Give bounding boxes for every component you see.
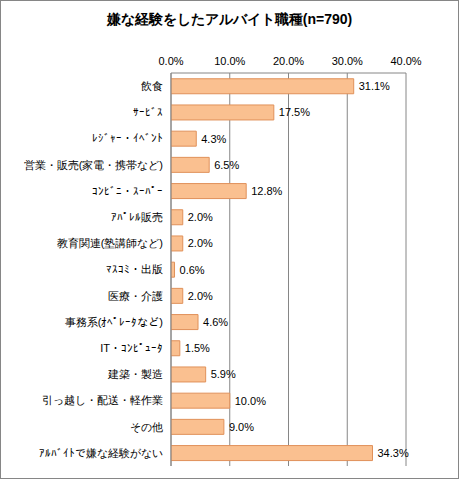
svg-text:ｱﾊﾟﾚﾙ販売: ｱﾊﾟﾚﾙ販売 xyxy=(111,211,163,223)
svg-text:その他: その他 xyxy=(130,421,163,433)
svg-text:教育関連(塾講師など): 教育関連(塾講師など) xyxy=(57,237,163,249)
svg-text:2.0%: 2.0% xyxy=(188,237,213,249)
svg-text:5.9%: 5.9% xyxy=(211,368,236,380)
svg-text:ﾏｽｺﾐ・出版: ﾏｽｺﾐ・出版 xyxy=(106,263,163,275)
svg-text:31.1%: 31.1% xyxy=(359,80,390,92)
svg-text:ｺﾝﾋﾞﾆ・ｽｰﾊﾟｰ: ｺﾝﾋﾞﾆ・ｽｰﾊﾟｰ xyxy=(92,185,163,197)
svg-text:10.0%: 10.0% xyxy=(235,395,266,407)
svg-text:12.8%: 12.8% xyxy=(251,185,282,197)
svg-text:40.0%: 40.0% xyxy=(390,55,421,67)
svg-text:6.5%: 6.5% xyxy=(214,159,239,171)
svg-text:17.5%: 17.5% xyxy=(279,106,310,118)
svg-text:ｻｰﾋﾞｽ: ｻｰﾋﾞｽ xyxy=(133,106,163,118)
svg-text:飲食: 飲食 xyxy=(141,80,163,92)
svg-text:営業・販売(家電・携帯など): 営業・販売(家電・携帯など) xyxy=(24,159,163,171)
svg-text:1.5%: 1.5% xyxy=(185,342,210,354)
svg-text:0.0%: 0.0% xyxy=(158,55,183,67)
svg-text:IT・ｺﾝﾋﾟｭｰﾀ: IT・ｺﾝﾋﾟｭｰﾀ xyxy=(100,342,163,354)
svg-text:ﾚｼﾞｬｰ・ｲﾍﾞﾝﾄ: ﾚｼﾞｬｰ・ｲﾍﾞﾝﾄ xyxy=(92,132,163,144)
svg-text:9.0%: 9.0% xyxy=(229,421,254,433)
svg-text:2.0%: 2.0% xyxy=(188,211,213,223)
svg-text:10.0%: 10.0% xyxy=(214,55,245,67)
html-text:嫌な経験をしたアルバイト職種(n=790): 嫌な経験をしたアルバイト職種(n=790) xyxy=(106,11,353,27)
svg-text:建築・製造: 建築・製造 xyxy=(107,368,163,380)
svg-text:事務系(ｵﾍﾟﾚｰﾀなど): 事務系(ｵﾍﾟﾚｰﾀなど) xyxy=(65,316,163,328)
svg-text:20.0%: 20.0% xyxy=(273,55,304,67)
svg-text:4.3%: 4.3% xyxy=(201,133,226,145)
svg-text:2.0%: 2.0% xyxy=(188,290,213,302)
svg-text:30.0%: 30.0% xyxy=(332,55,363,67)
svg-text:4.6%: 4.6% xyxy=(203,316,228,328)
svg-text:0.6%: 0.6% xyxy=(180,264,205,276)
svg-text:ｱﾙﾊﾞｲﾄで嫌な経験がない: ｱﾙﾊﾞｲﾄで嫌な経験がない xyxy=(39,447,163,459)
svg-text:引っ越し・配送・軽作業: 引っ越し・配送・軽作業 xyxy=(42,394,163,406)
svg-text:34.3%: 34.3% xyxy=(378,447,409,459)
svg-text:医療・介護: 医療・介護 xyxy=(108,290,163,302)
